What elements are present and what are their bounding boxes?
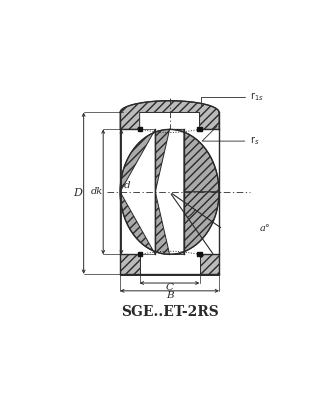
Text: d: d [123,181,130,190]
Text: a°: a° [259,224,270,233]
Text: C: C [166,283,174,292]
Bar [198,127,202,131]
Bar [137,252,142,256]
Text: dk: dk [91,187,103,196]
Polygon shape [170,192,219,254]
Text: SGE..ET-2RS: SGE..ET-2RS [121,304,218,319]
Polygon shape [120,129,170,192]
Bar [137,127,142,131]
Polygon shape [170,129,219,192]
Polygon shape [120,101,219,129]
Text: r$_{s}$: r$_{s}$ [202,126,260,148]
Bar [198,252,202,256]
Text: D: D [74,188,82,198]
Polygon shape [120,254,219,275]
Polygon shape [120,192,170,254]
Text: r$_{1s}$: r$_{1s}$ [201,90,264,106]
Text: B: B [166,291,173,300]
